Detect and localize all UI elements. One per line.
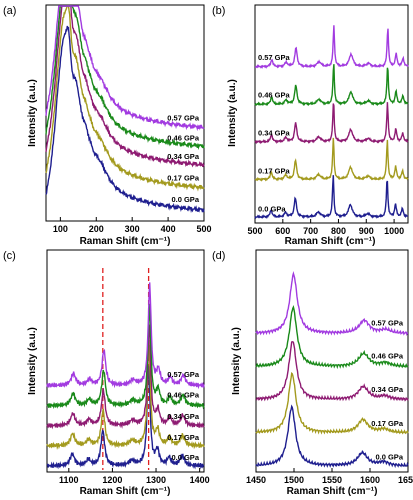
panel-c-letter: (c) — [3, 250, 16, 262]
panel-a-ylabel: Intensity (a.u.) — [27, 79, 38, 147]
panel-c-ticks: 1100 1200 1300 1400 — [59, 468, 210, 485]
x-tick-label: 100 — [53, 224, 68, 234]
series-line-0-46-gpa — [254, 64, 409, 107]
x-tick-label: 200 — [89, 224, 104, 234]
series-line-0-57-gpa — [255, 270, 409, 337]
series-line-0-34-gpa — [45, 5, 205, 168]
series-label: 0.57 GPa — [258, 53, 291, 62]
series-line-0-34-gpa — [46, 324, 205, 430]
panel-d-xlabel: Raman Shift (cm⁻¹) — [287, 486, 378, 497]
panel-b-series: 0.0 GPa 0.17 GPa 0.34 GPa 0.46 GPa 0.57 GPa — [254, 25, 409, 220]
panel-b-xlabel: Raman Shift (cm⁻¹) — [285, 236, 376, 247]
series-label: 0.34 GPa — [167, 412, 200, 421]
series-label: 0.34 GPa — [371, 385, 404, 394]
panel-a: (a) Intensity (a.u.) Raman Shift (cm⁻¹) … — [3, 4, 212, 247]
series-line-0-46-gpa — [255, 304, 409, 370]
x-tick-label: 1650 — [398, 475, 413, 485]
panel-c: (c) Intensity (a.u.) Raman Shift (cm⁻¹) … — [3, 249, 210, 497]
x-tick-label: 1000 — [384, 226, 404, 236]
x-tick-label: 500 — [196, 224, 211, 234]
series-line-0-17-gpa — [255, 371, 409, 435]
series-line-0-0-gpa — [45, 25, 205, 214]
panel-d-letter: (d) — [212, 250, 225, 262]
series-label: 0.0 GPa — [258, 204, 286, 213]
series-label: 0.46 GPa — [167, 133, 200, 142]
x-tick-label: 1400 — [190, 475, 210, 485]
series-label: 0.34 GPa — [258, 128, 291, 137]
series-label: 0.0 GPa — [171, 453, 199, 462]
series-line-0-57-gpa — [254, 25, 409, 69]
series-label: 0.57 GPa — [167, 114, 200, 123]
series-line-0-17-gpa — [46, 344, 205, 450]
panel-d-ticks: 1450 1500 1550 1600 1650 — [246, 468, 413, 485]
panel-c-ylabel: Intensity (a.u.) — [27, 327, 38, 395]
panel-c-series: 0.0 GPa 0.17 GPa 0.34 GPa 0.46 GPa 0.57 GPa — [46, 282, 205, 470]
panel-d-series: 0.0 GPa 0.17 GPa 0.34 GPa 0.46 GPa 0.57 GPa — [255, 270, 409, 469]
series-line-0-46-gpa — [46, 303, 205, 410]
series-line-0-46-gpa — [45, 5, 205, 150]
panel-a-ticks: 100 200 300 400 500 — [53, 217, 212, 234]
series-label: 0.0 GPa — [375, 453, 403, 462]
panel-b-letter: (b) — [212, 5, 225, 17]
series-line-0-34-gpa — [255, 341, 409, 402]
series-line-0-17-gpa — [254, 137, 409, 182]
x-tick-label: 300 — [125, 224, 140, 234]
panel-b-frame — [254, 4, 409, 224]
panel-a-xlabel: Raman Shift (cm⁻¹) — [80, 236, 171, 247]
panel-c-frame — [46, 249, 205, 473]
series-label: 0.34 GPa — [167, 152, 200, 161]
series-label: 0.17 GPa — [167, 433, 200, 442]
x-tick-label: 1200 — [102, 475, 122, 485]
panel-b-ylabel: Intensity (a.u.) — [227, 79, 238, 147]
panel-a-letter: (a) — [3, 5, 16, 17]
panel-a-series: 0.0 GPa 0.17 GPa 0.34 GPa 0.46 GPa 0.57 GPa — [45, 5, 205, 214]
x-tick-label: 500 — [247, 226, 262, 236]
series-label: 0.46 GPa — [258, 90, 291, 99]
x-tick-label: 800 — [331, 226, 346, 236]
x-tick-label: 1300 — [146, 475, 166, 485]
x-tick-label: 900 — [359, 226, 374, 236]
series-label: 0.57 GPa — [371, 318, 404, 327]
series-label: 0.0 GPa — [171, 195, 199, 204]
x-tick-label: 700 — [303, 226, 318, 236]
series-line-0-0-gpa — [255, 404, 409, 469]
panel-c-xlabel: Raman Shift (cm⁻¹) — [80, 486, 171, 497]
series-label: 0.57 GPa — [167, 370, 200, 379]
series-label: 0.17 GPa — [258, 167, 291, 176]
x-tick-label: 600 — [275, 226, 290, 236]
series-line-0-17-gpa — [45, 5, 205, 192]
panel-d-ylabel: Intensity (a.u.) — [231, 327, 242, 395]
x-tick-label: 1600 — [360, 475, 380, 485]
panel-d: (d) Intensity (a.u.) Raman Shift (cm⁻¹) … — [212, 249, 413, 497]
series-line-0-34-gpa — [254, 102, 409, 145]
series-line-0-0-gpa — [254, 175, 408, 220]
series-label: 0.46 GPa — [371, 351, 404, 360]
x-tick-label: 1500 — [284, 475, 304, 485]
panel-b-ticks: 500 600 700 800 900 1000 — [247, 219, 404, 236]
x-tick-label: 1450 — [246, 475, 266, 485]
series-line-0-57-gpa — [45, 5, 205, 132]
series-label: 0.17 GPa — [167, 173, 200, 182]
x-tick-label: 400 — [161, 224, 176, 234]
series-label: 0.17 GPa — [371, 419, 404, 428]
x-tick-label: 1100 — [59, 475, 79, 485]
series-line-0-57-gpa — [46, 282, 205, 390]
panel-b: (b) Intensity (a.u.) Raman Shift (cm⁻¹) … — [212, 4, 409, 247]
series-line-0-0-gpa — [46, 365, 205, 470]
x-tick-label: 1550 — [322, 475, 342, 485]
series-label: 0.46 GPa — [167, 391, 200, 400]
